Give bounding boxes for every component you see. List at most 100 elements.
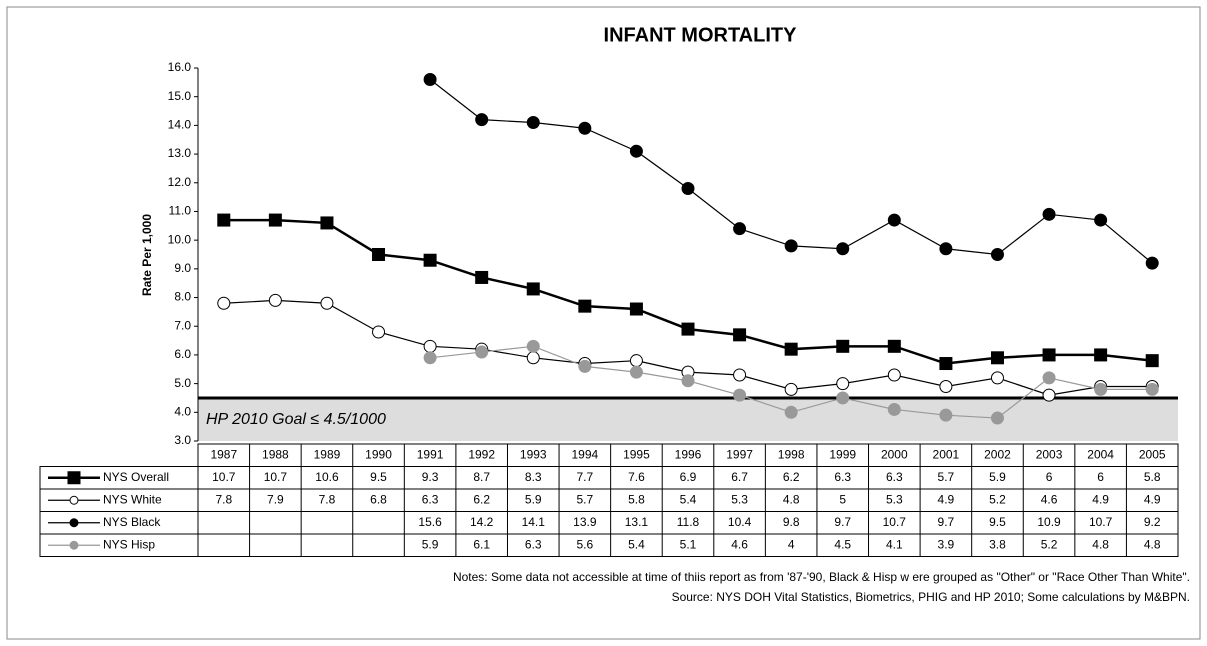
marker [887, 402, 901, 416]
table-value: 6.1 [473, 537, 490, 551]
table-value: 4.8 [783, 492, 800, 506]
note: Source: NYS DOH Vital Statistics, Biomet… [672, 590, 1190, 604]
x-tick-label: 1994 [571, 447, 598, 461]
x-tick-label: 2001 [933, 447, 960, 461]
marker [629, 354, 643, 368]
table-value: 6.2 [473, 492, 490, 506]
table-value: 5.9 [525, 492, 542, 506]
marker [1042, 207, 1056, 221]
marker [1042, 348, 1056, 362]
marker [1094, 348, 1108, 362]
table-value: 5.9 [422, 537, 439, 551]
table-value: 4.9 [1144, 492, 1161, 506]
y-tick-label: 14.0 [168, 118, 192, 132]
y-tick-label: 13.0 [168, 146, 192, 160]
table-value: 7.9 [267, 492, 284, 506]
x-tick-label: 2004 [1087, 447, 1114, 461]
table-value: 6.3 [834, 470, 851, 484]
marker [629, 144, 643, 158]
table-value: 3.8 [989, 537, 1006, 551]
x-tick-label: 1997 [726, 447, 753, 461]
table-value: 6 [1097, 470, 1104, 484]
marker [1094, 382, 1108, 396]
marker [578, 299, 592, 313]
x-tick-label: 2003 [1036, 447, 1063, 461]
marker [1145, 256, 1159, 270]
x-tick-label: 2002 [984, 447, 1011, 461]
marker [475, 345, 489, 359]
marker [578, 121, 592, 135]
marker [526, 339, 540, 353]
table-value: 9.7 [834, 515, 851, 529]
table-value: 8.7 [473, 470, 490, 484]
chart-title: INFANT MORTALITY [604, 24, 798, 46]
marker [939, 408, 953, 422]
table-value: 5.9 [989, 470, 1006, 484]
marker [320, 296, 334, 310]
table-value: 4 [788, 537, 795, 551]
table-value: 4.6 [1041, 492, 1058, 506]
table-value: 5.3 [731, 492, 748, 506]
legend-marker [69, 518, 79, 528]
marker [784, 382, 798, 396]
y-tick-label: 10.0 [168, 232, 192, 246]
x-tick-label: 1987 [210, 447, 237, 461]
table-value: 5.4 [680, 492, 697, 506]
marker [475, 270, 489, 284]
marker [733, 222, 747, 236]
marker [1094, 213, 1108, 227]
table-value: 4.9 [1092, 492, 1109, 506]
table-value: 4.9 [938, 492, 955, 506]
marker [887, 339, 901, 353]
table-value: 7.8 [215, 492, 232, 506]
x-tick-label: 2005 [1139, 447, 1166, 461]
y-tick-label: 7.0 [174, 318, 191, 332]
table-value: 8.3 [525, 470, 542, 484]
table-value: 6.3 [422, 492, 439, 506]
marker [1042, 371, 1056, 385]
marker [836, 391, 850, 405]
note: Notes: Some data not accessible at time … [453, 570, 1190, 584]
x-tick-label: 1990 [365, 447, 392, 461]
legend-label: NYS Hisp [103, 537, 155, 551]
marker [372, 248, 386, 261]
table-value: 4.6 [731, 537, 748, 551]
marker [990, 351, 1004, 365]
marker [475, 113, 489, 127]
y-tick-label: 3.0 [174, 433, 191, 447]
table-value: 5.2 [1041, 537, 1058, 551]
marker [320, 216, 334, 230]
table-value: 9.8 [783, 515, 800, 529]
table-value: 10.7 [212, 470, 236, 484]
table-value: 5 [839, 492, 846, 506]
table-value: 10.9 [1037, 515, 1061, 529]
marker [990, 248, 1004, 261]
table-value: 9.2 [1144, 515, 1161, 529]
marker [578, 359, 592, 373]
marker [1145, 382, 1159, 396]
table-value: 4.8 [1144, 537, 1161, 551]
y-tick-label: 16.0 [168, 60, 192, 74]
table-value: 10.4 [728, 515, 752, 529]
y-tick-label: 15.0 [168, 89, 192, 103]
marker [733, 328, 747, 342]
marker [681, 322, 695, 336]
marker [939, 379, 953, 393]
x-tick-label: 1988 [262, 447, 289, 461]
table-value: 9.3 [422, 470, 439, 484]
legend-marker [69, 495, 79, 505]
table-value: 3.9 [938, 537, 955, 551]
marker [526, 282, 540, 296]
x-tick-label: 2000 [881, 447, 908, 461]
x-tick-label: 1996 [675, 447, 702, 461]
x-tick-label: 1991 [417, 447, 444, 461]
table-value: 10.7 [883, 515, 907, 529]
table-value: 6.8 [370, 492, 387, 506]
marker [1042, 388, 1056, 402]
y-tick-label: 6.0 [174, 347, 191, 361]
table-value: 7.6 [628, 470, 645, 484]
table-value: 4.5 [834, 537, 851, 551]
table-value: 4.1 [886, 537, 903, 551]
marker [217, 296, 231, 310]
marker [939, 242, 953, 256]
